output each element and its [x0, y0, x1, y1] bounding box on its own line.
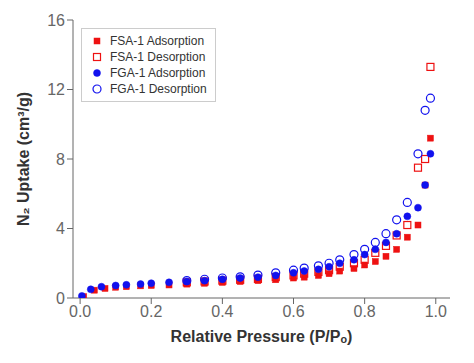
svg-text:0.4: 0.4 [211, 303, 233, 320]
svg-text:12: 12 [47, 81, 65, 98]
html-text:FSA-1 Adsorption: FSA-1 Adsorption [110, 34, 205, 48]
svg-text:0: 0 [56, 290, 65, 307]
svg-text:0.8: 0.8 [354, 303, 376, 320]
svg-text:0.2: 0.2 [140, 303, 162, 320]
svg-text:4: 4 [56, 220, 65, 237]
html-text:FGA-1 Desorption: FGA-1 Desorption [110, 82, 207, 96]
svg-text:1.0: 1.0 [425, 303, 447, 320]
svg-text:N₂ Uptake (cm³/g): N₂ Uptake (cm³/g) [15, 92, 32, 226]
svg-text:16: 16 [47, 12, 65, 29]
html-text:FSA-1 Desorption: FSA-1 Desorption [110, 50, 206, 64]
html-text:FGA-1 Adsorption: FGA-1 Adsorption [110, 66, 206, 80]
svg-text:Relative Pressure (P/Pₒ): Relative Pressure (P/Pₒ) [171, 328, 353, 345]
svg-text:0.0: 0.0 [69, 303, 91, 320]
svg-text:8: 8 [56, 151, 65, 168]
svg-text:0.6: 0.6 [282, 303, 304, 320]
